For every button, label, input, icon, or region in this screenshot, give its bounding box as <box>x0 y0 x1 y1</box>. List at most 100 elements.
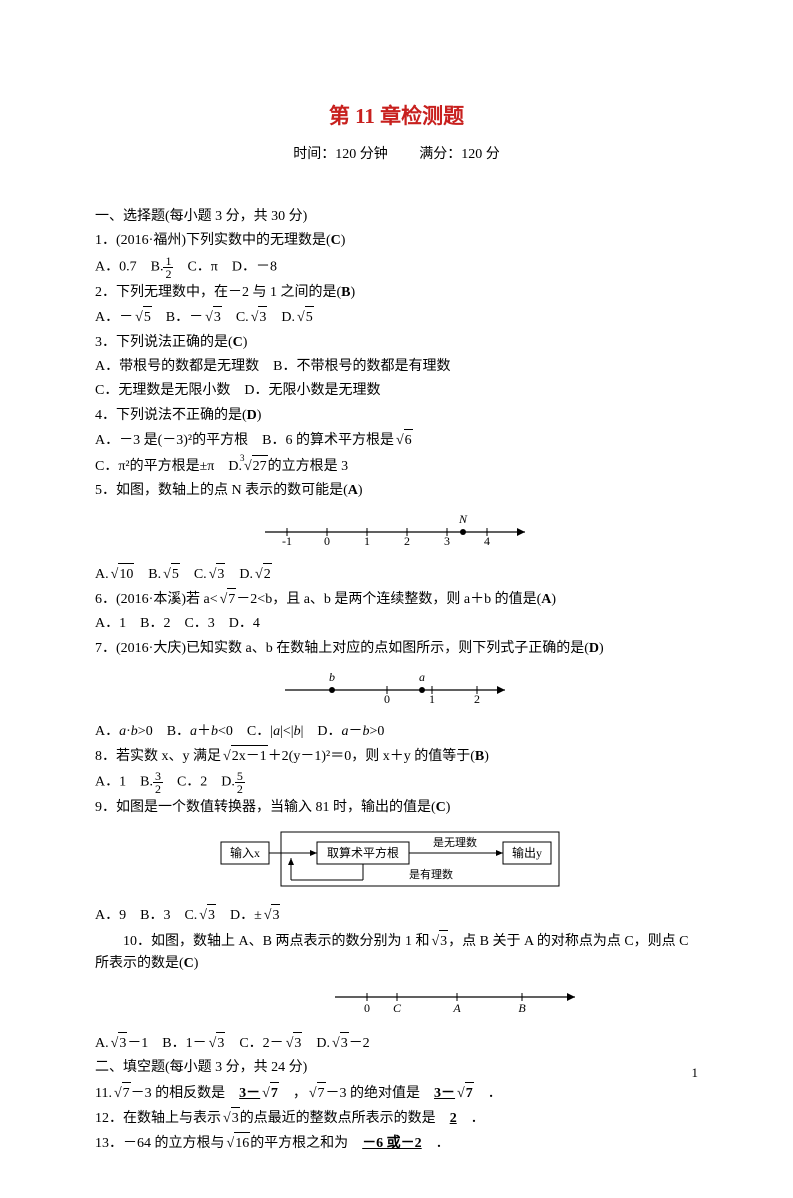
q11-ans2: 3－7 <box>434 1086 474 1101</box>
q13-num: 13 <box>95 1136 109 1151</box>
sqrt-icon: 7 <box>218 588 237 611</box>
q5-numberline: -1 0 1 2 3 4 N <box>95 510 698 554</box>
q4-optA: A．－3 是(－3)²的平方根 B．6 的算术平方根是6 <box>95 429 698 452</box>
q2-stem: 2．下列无理数中，在－2 与 1 之间的是(B) <box>95 282 698 304</box>
svg-text:-1: -1 <box>282 534 292 546</box>
svg-text:B: B <box>518 1001 526 1015</box>
q3-optC: C．无理数是无限小数 D．无限小数是无理数 <box>95 380 698 402</box>
score-label: 满分：120 分 <box>419 147 500 162</box>
svg-text:N: N <box>457 512 467 526</box>
q5-options: A.10 B.5 C.3 D.2 <box>95 563 698 586</box>
q10-answer: C <box>184 956 194 971</box>
svg-text:4: 4 <box>484 534 490 546</box>
q5-stem: 5．如图，数轴上的点 N 表示的数可能是(A) <box>95 480 698 502</box>
sqrt-icon: 3 <box>221 1107 240 1130</box>
sqrt-icon: 3 <box>203 306 222 329</box>
flow-output: 输出y <box>511 845 541 860</box>
q1-options: A．0.7 B.12 C．π D．－8 <box>95 255 698 280</box>
sqrt-icon: 3 <box>249 306 268 329</box>
q7-options: A．a·b>0 B．a＋b<0 C．|a|<|b| D．a－b>0 <box>95 721 698 743</box>
sqrt-icon: 3 <box>197 904 216 927</box>
sqrt-icon: 3 <box>207 1032 226 1055</box>
sqrt-icon: 2 <box>253 563 272 586</box>
sqrt-icon: 6 <box>394 429 413 452</box>
q2-options: A．－5 B．－3 C.3 D.5 <box>95 306 698 329</box>
svg-text:0: 0 <box>384 692 390 704</box>
svg-text:1: 1 <box>364 534 370 546</box>
q8-stem: 8．若实数 x、y 满足2x－1＋2(y－1)²＝0，则 x＋y 的值等于(B) <box>95 745 698 768</box>
q12-num: 12 <box>95 1111 109 1126</box>
section-1-header: 一、选择题(每小题 3 分，共 30 分) <box>95 206 698 228</box>
time-label: 时间：120 分钟 <box>293 147 388 162</box>
svg-text:2: 2 <box>474 692 480 704</box>
fraction-icon: 12 <box>163 255 173 280</box>
svg-text:0: 0 <box>324 534 330 546</box>
sqrt-icon: 5 <box>133 306 152 329</box>
sqrt-icon: 10 <box>109 563 135 586</box>
q2-answer: B <box>341 285 350 300</box>
cube-root-icon: 327 <box>242 455 268 478</box>
q4-answer: D <box>247 408 257 423</box>
q10-numberline: 0 C A B <box>215 983 698 1023</box>
q7-answer: D <box>589 641 599 656</box>
q7-numberline: 0 1 2 b a <box>95 668 698 712</box>
q7-num: 7 <box>95 641 102 656</box>
q9-num: 9 <box>95 800 102 815</box>
page-subtitle: 时间：120 分钟 满分：120 分 <box>95 144 698 166</box>
q8-num: 8 <box>95 749 102 764</box>
svg-text:3: 3 <box>444 534 450 546</box>
q1-num: 1 <box>95 233 102 248</box>
sqrt-icon: 3 <box>284 1032 303 1055</box>
q11-num: 11 <box>95 1086 108 1101</box>
q11-stem: 11.7－3 的相反数是 3－7 ，7－3 的绝对值是 3－7 ． <box>95 1082 698 1105</box>
q4-stem: 4．下列说法不正确的是(D) <box>95 405 698 427</box>
page-title: 第 11 章检测题 <box>95 100 698 134</box>
q9-flowchart: 输入x 取算术平方根 是无理数 输出y 是有理数 <box>95 828 698 896</box>
flow-bottom: 是有理数 <box>409 867 453 881</box>
q8-options: A．1 B.32 C．2 D.52 <box>95 770 698 795</box>
q9-answer: C <box>436 800 446 815</box>
q9-stem: 9．如图是一个数值转换器，当输入 81 时，输出的值是(C) <box>95 797 698 819</box>
q13-answer: －6 或－2 <box>362 1136 422 1151</box>
q10-options: A.3－1 B．1－3 C．2－3 D.3－2 <box>95 1032 698 1055</box>
fraction-icon: 52 <box>235 770 245 795</box>
sqrt-icon: 7 <box>307 1082 326 1105</box>
svg-text:0: 0 <box>364 1001 370 1015</box>
q3-optA: A．带根号的数都是无理数 B．不带根号的数都是有理数 <box>95 356 698 378</box>
sqrt-icon: 2x－1 <box>221 745 268 768</box>
q3-stem: 3．下列说法正确的是(C) <box>95 332 698 354</box>
svg-text:b: b <box>329 670 335 684</box>
q12-stem: 12．在数轴上与表示3的点最近的整数点所表示的数是 2 ． <box>95 1107 698 1130</box>
q4-num: 4 <box>95 408 102 423</box>
q9-options: A．9 B．3 C.3 D．±3 <box>95 904 698 927</box>
q1-stem: 1．(2016·福州)下列实数中的无理数是(C) <box>95 230 698 252</box>
flow-input: 输入x <box>229 845 259 860</box>
q3-num: 3 <box>95 335 102 350</box>
q2-num: 2 <box>95 285 102 300</box>
sqrt-icon: 5 <box>295 306 314 329</box>
fraction-icon: 32 <box>153 770 163 795</box>
q6-stem: 6．(2016·本溪)若 a<7－2<b，且 a、b 是两个连续整数，则 a＋b… <box>95 588 698 611</box>
q6-num: 6 <box>95 592 102 607</box>
flow-op: 取算术平方根 <box>326 845 398 860</box>
page-number: 1 <box>692 1063 699 1084</box>
q13-stem: 13．－64 的立方根与16的平方根之和为 －6 或－2 ． <box>95 1132 698 1155</box>
q5-answer: A <box>348 483 358 498</box>
q4-optC: C．π²的平方根是±π D.327的立方根是 3 <box>95 455 698 478</box>
q8-answer: B <box>475 749 484 764</box>
sqrt-icon: 3 <box>330 1032 349 1055</box>
svg-text:2: 2 <box>404 534 410 546</box>
svg-text:a: a <box>419 670 425 684</box>
svg-text:1: 1 <box>429 692 435 704</box>
q7-stem: 7．(2016·大庆)已知实数 a、b 在数轴上对应的点如图所示，则下列式子正确… <box>95 638 698 660</box>
sqrt-icon: 7 <box>112 1082 131 1105</box>
page-content: 第 11 章检测题 时间：120 分钟 满分：120 分 一、选择题(每小题 3… <box>0 0 793 1198</box>
flow-top: 是无理数 <box>433 836 477 849</box>
q6-options: A．1 B．2 C．3 D．4 <box>95 613 698 635</box>
svg-text:A: A <box>452 1001 461 1015</box>
sqrt-icon: 3 <box>207 563 226 586</box>
q6-answer: A <box>541 592 551 607</box>
sqrt-icon: 16 <box>225 1132 251 1155</box>
q1-answer: C <box>331 233 341 248</box>
sqrt-icon: 5 <box>161 563 180 586</box>
